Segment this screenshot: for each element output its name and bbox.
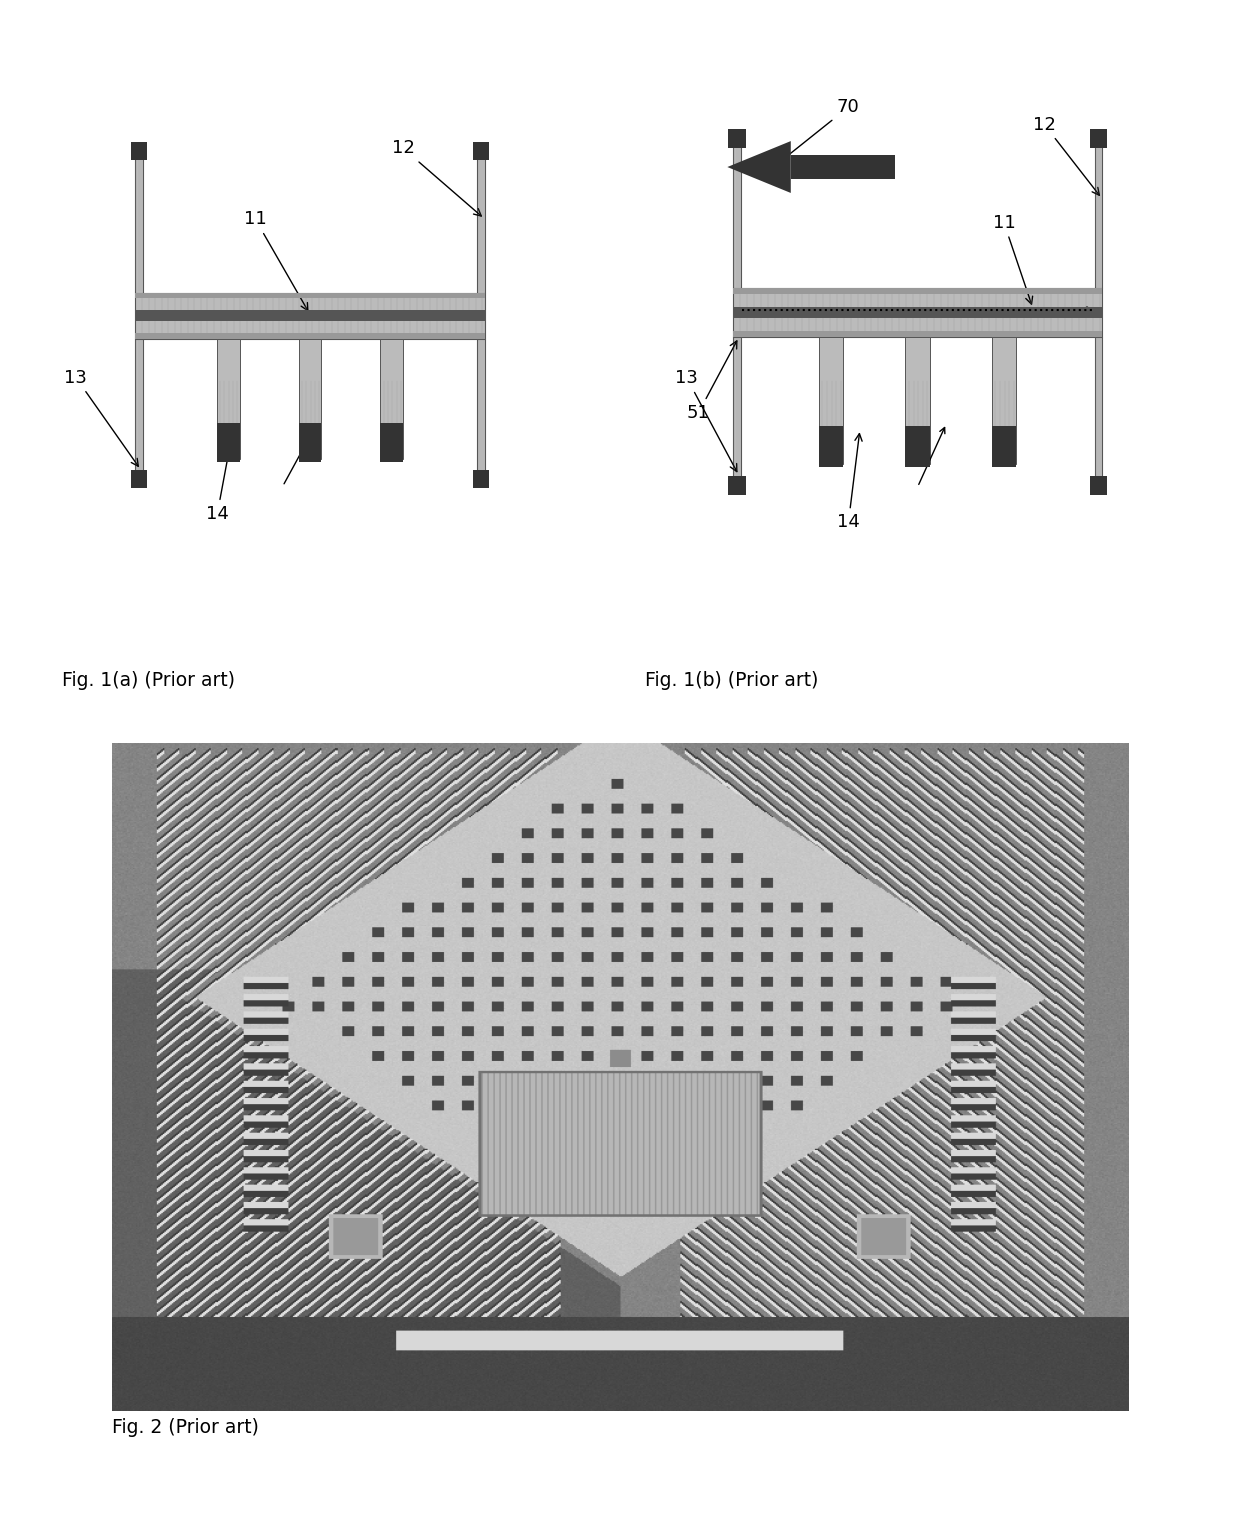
Bar bbox=[135, 293, 485, 338]
Bar bbox=[992, 337, 1016, 464]
Bar bbox=[299, 423, 321, 460]
Bar bbox=[733, 331, 1102, 337]
Bar bbox=[905, 426, 930, 464]
Bar bbox=[472, 143, 490, 161]
Bar bbox=[135, 293, 485, 299]
Bar bbox=[820, 337, 843, 464]
Text: Fig. 1(b) (Prior art): Fig. 1(b) (Prior art) bbox=[645, 671, 818, 690]
Bar bbox=[733, 337, 740, 481]
Bar bbox=[217, 338, 239, 460]
Bar bbox=[733, 288, 1102, 294]
Bar bbox=[477, 338, 485, 475]
Bar bbox=[820, 426, 843, 464]
Bar bbox=[791, 156, 894, 179]
Bar bbox=[1095, 144, 1102, 288]
Bar bbox=[381, 452, 403, 463]
Bar bbox=[905, 457, 930, 467]
Bar bbox=[992, 426, 1016, 464]
Bar bbox=[381, 338, 403, 460]
Bar bbox=[135, 309, 485, 322]
Text: 11: 11 bbox=[244, 211, 308, 311]
Text: 13: 13 bbox=[676, 369, 737, 472]
Bar bbox=[130, 143, 148, 161]
Bar bbox=[130, 470, 148, 488]
Bar bbox=[217, 452, 239, 463]
Bar bbox=[472, 470, 490, 488]
Bar bbox=[905, 337, 930, 464]
Text: 12: 12 bbox=[1033, 115, 1100, 196]
Polygon shape bbox=[728, 141, 791, 193]
Bar bbox=[820, 457, 843, 467]
Bar bbox=[135, 334, 485, 338]
Text: 13: 13 bbox=[64, 369, 139, 466]
Bar bbox=[381, 423, 403, 460]
Bar bbox=[299, 338, 321, 460]
Bar bbox=[728, 476, 745, 495]
Bar bbox=[477, 156, 485, 293]
Bar bbox=[733, 306, 1102, 319]
Text: 70: 70 bbox=[777, 99, 859, 164]
Text: 14: 14 bbox=[837, 434, 862, 531]
Text: 14: 14 bbox=[206, 431, 236, 523]
Bar bbox=[992, 457, 1016, 467]
Bar bbox=[1090, 129, 1107, 149]
Bar bbox=[733, 144, 740, 288]
Bar bbox=[135, 156, 143, 293]
Bar bbox=[217, 423, 239, 460]
Bar bbox=[299, 452, 321, 463]
Bar bbox=[728, 129, 745, 149]
Text: Fig. 1(a) (Prior art): Fig. 1(a) (Prior art) bbox=[62, 671, 236, 690]
Bar bbox=[1095, 337, 1102, 481]
Bar bbox=[135, 338, 143, 475]
Text: 12: 12 bbox=[392, 140, 481, 215]
Bar bbox=[1090, 476, 1107, 495]
Bar bbox=[733, 288, 1102, 337]
Text: 11: 11 bbox=[992, 214, 1033, 303]
Text: 51: 51 bbox=[687, 341, 737, 422]
Text: Fig. 2 (Prior art): Fig. 2 (Prior art) bbox=[112, 1418, 258, 1438]
